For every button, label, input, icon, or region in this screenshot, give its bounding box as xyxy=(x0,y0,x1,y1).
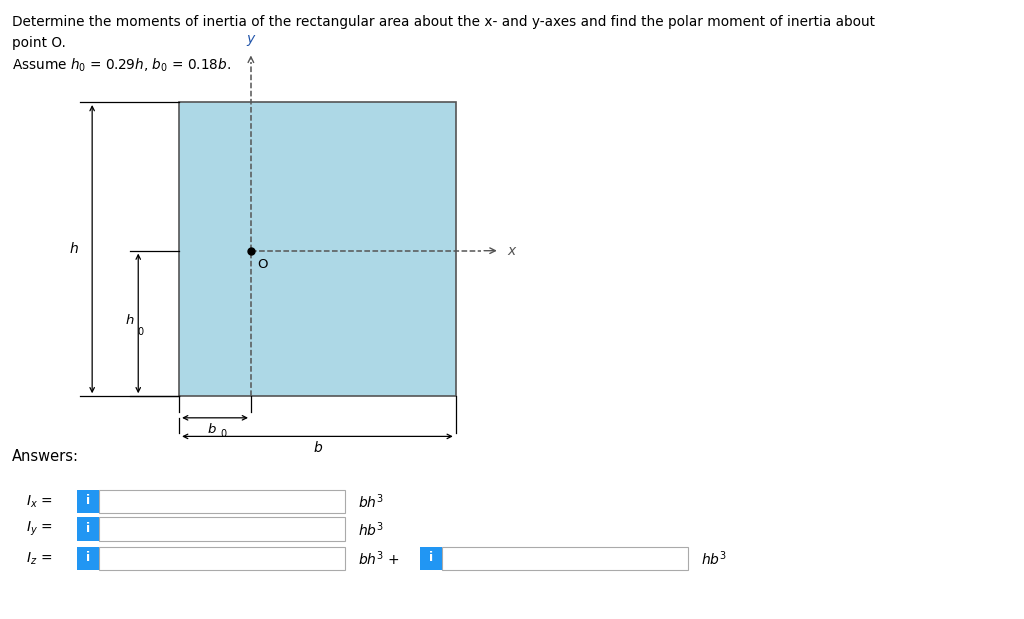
Text: $I_x$ =: $I_x$ = xyxy=(26,493,52,509)
Text: $bh^3$ +: $bh^3$ + xyxy=(358,549,400,568)
Text: point O.: point O. xyxy=(12,36,67,50)
FancyBboxPatch shape xyxy=(442,547,688,570)
FancyBboxPatch shape xyxy=(99,547,345,570)
FancyBboxPatch shape xyxy=(420,547,442,570)
Text: O: O xyxy=(257,258,267,271)
Text: 0: 0 xyxy=(220,429,226,439)
Text: $hb^3$: $hb^3$ xyxy=(358,520,384,539)
Text: Determine the moments of inertia of the rectangular area about the x- and y-axes: Determine the moments of inertia of the … xyxy=(12,15,876,30)
Text: i: i xyxy=(86,494,90,508)
Text: h: h xyxy=(126,314,134,327)
Text: $I_y$ =: $I_y$ = xyxy=(26,520,52,539)
Text: $bh^3$: $bh^3$ xyxy=(358,492,384,511)
Text: i: i xyxy=(429,551,433,565)
Text: b: b xyxy=(313,441,322,456)
FancyBboxPatch shape xyxy=(99,490,345,513)
FancyBboxPatch shape xyxy=(77,490,99,513)
Text: b: b xyxy=(208,423,216,436)
FancyBboxPatch shape xyxy=(77,547,99,570)
Text: Assume $h_0$ = 0.29$h$, $b_0$ = 0.18$b$.: Assume $h_0$ = 0.29$h$, $b_0$ = 0.18$b$. xyxy=(12,57,231,74)
FancyBboxPatch shape xyxy=(99,517,345,541)
Text: y: y xyxy=(247,32,255,46)
FancyBboxPatch shape xyxy=(77,517,99,541)
Text: $hb^3$: $hb^3$ xyxy=(701,549,727,568)
Text: $I_z$ =: $I_z$ = xyxy=(26,550,52,566)
Text: x: x xyxy=(507,244,515,258)
Text: i: i xyxy=(86,522,90,535)
Text: 0: 0 xyxy=(137,327,143,337)
Text: Answers:: Answers: xyxy=(12,449,79,464)
Text: h: h xyxy=(70,242,78,256)
Bar xyxy=(179,102,456,396)
Text: i: i xyxy=(86,551,90,565)
